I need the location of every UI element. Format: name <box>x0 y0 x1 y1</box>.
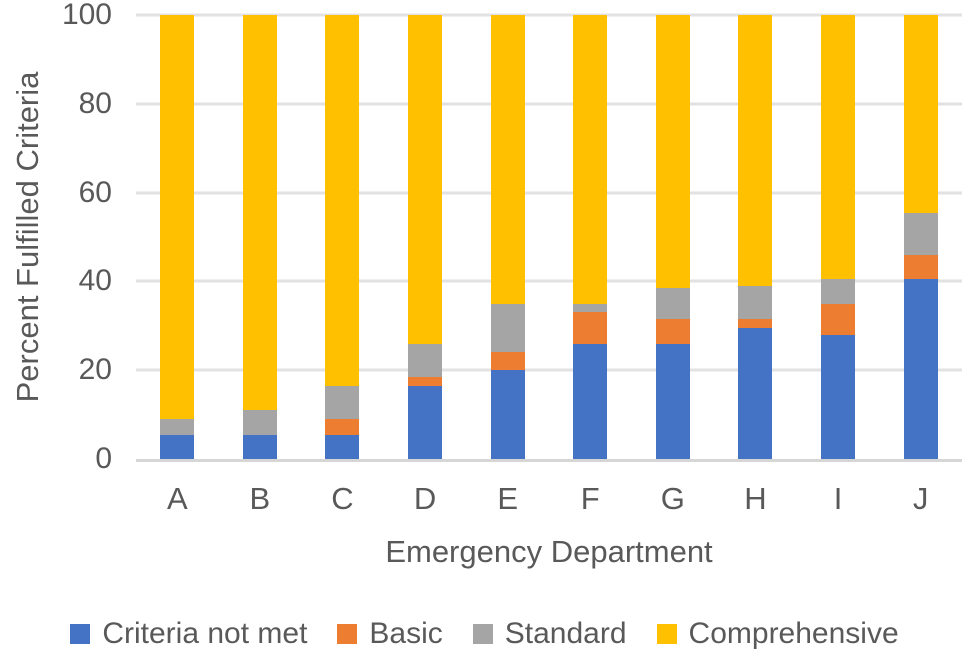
bar-slot-G <box>632 15 715 459</box>
bar-segment-E-standard <box>490 303 525 353</box>
gridline <box>136 191 962 195</box>
y-axis-ticks: 0 20 40 60 80 100 <box>40 0 112 474</box>
bar-segment-F-comprehensive <box>573 15 608 304</box>
bar-segment-J-basic <box>903 254 938 280</box>
legend-swatch-icon <box>656 624 677 644</box>
gridline <box>136 13 962 17</box>
x-tick-label-E: E <box>497 481 519 516</box>
bar-segment-F-criteria-not-met <box>573 343 608 459</box>
legend-label: Standard <box>504 617 627 650</box>
bar-segment-D-criteria-not-met <box>408 385 443 459</box>
legend-swatch-icon <box>70 624 91 644</box>
bar-slot-J <box>879 15 962 459</box>
legend-label: Basic <box>369 617 443 650</box>
bar-I <box>821 15 856 459</box>
x-tick-label-I: I <box>833 481 843 516</box>
x-tick-label-F: F <box>580 481 600 516</box>
x-tick-label-B: B <box>249 481 271 516</box>
bar-segment-G-basic <box>655 319 690 344</box>
x-axis-ticks: A B C D E F G H I J <box>136 481 962 523</box>
bar-segment-H-standard <box>738 285 773 320</box>
bar-segment-F-basic <box>573 312 608 344</box>
legend-swatch-icon <box>472 624 493 644</box>
x-tick-label-G: G <box>660 481 685 516</box>
gridline <box>136 102 962 106</box>
bar-segment-C-basic <box>325 419 360 435</box>
x-tick-label-D: D <box>413 481 437 516</box>
bar-segment-C-comprehensive <box>325 15 360 386</box>
bar-C <box>325 15 360 459</box>
x-tick-label-J: J <box>912 481 929 516</box>
bar-segment-B-comprehensive <box>242 15 277 411</box>
bars-container <box>136 15 962 459</box>
bar-E <box>490 15 525 459</box>
y-tick-label: 0 <box>95 442 112 475</box>
bar-D <box>408 15 443 459</box>
bar-segment-B-standard <box>242 410 277 435</box>
y-tick-label: 100 <box>61 0 112 31</box>
bar-F <box>573 15 608 459</box>
bar-J <box>903 15 938 459</box>
gridline <box>136 279 962 283</box>
bar-segment-G-standard <box>655 288 690 320</box>
y-tick-label: 40 <box>78 264 112 298</box>
bar-segment-H-comprehensive <box>738 15 773 286</box>
x-tick-label-H: H <box>744 481 767 516</box>
y-tick-label: 60 <box>78 175 112 209</box>
bar-segment-J-criteria-not-met <box>903 279 938 459</box>
bar-segment-I-standard <box>821 279 856 304</box>
bar-segment-A-criteria-not-met <box>160 434 195 459</box>
plot-area <box>136 13 962 462</box>
bar-slot-D <box>384 15 467 459</box>
y-tick-label: 20 <box>78 353 112 387</box>
bar-slot-A <box>136 15 219 459</box>
bar-segment-D-basic <box>408 376 443 386</box>
bar-G <box>655 15 690 459</box>
bar-segment-J-standard <box>903 212 938 255</box>
bar-slot-F <box>549 15 632 459</box>
bar-segment-D-standard <box>408 343 443 377</box>
bar-segment-A-standard <box>160 419 195 435</box>
x-tick-label-C: C <box>331 481 354 516</box>
legend-item-basic: Basic <box>337 617 443 651</box>
x-axis-title: Emergency Department <box>385 534 713 569</box>
bar-segment-I-comprehensive <box>821 15 856 280</box>
bar-segment-F-standard <box>573 303 608 313</box>
bar-segment-C-standard <box>325 385 360 420</box>
bar-segment-E-criteria-not-met <box>490 370 525 459</box>
bar-segment-A-comprehensive <box>160 15 195 420</box>
legend-item-comprehensive: Comprehensive <box>656 617 899 651</box>
bar-segment-H-basic <box>738 319 773 329</box>
legend-item-criteria-not-met: Criteria not met <box>70 617 307 651</box>
bar-segment-G-comprehensive <box>655 15 690 289</box>
legend-swatch-icon <box>337 624 358 644</box>
y-tick-label: 80 <box>78 86 112 120</box>
bar-slot-H <box>714 15 797 459</box>
bar-segment-C-criteria-not-met <box>325 434 360 459</box>
bar-A <box>160 15 195 459</box>
bar-segment-I-basic <box>821 303 856 335</box>
bar-slot-E <box>466 15 549 459</box>
bar-segment-G-criteria-not-met <box>655 343 690 459</box>
bar-segment-E-comprehensive <box>490 15 525 304</box>
bar-B <box>242 15 277 459</box>
bar-H <box>738 15 773 459</box>
legend-label: Comprehensive <box>688 617 899 650</box>
bar-segment-H-criteria-not-met <box>738 328 773 459</box>
gridline <box>136 368 962 372</box>
bar-slot-I <box>797 15 880 459</box>
legend-item-standard: Standard <box>472 617 627 651</box>
bar-segment-J-comprehensive <box>903 15 938 213</box>
bar-slot-C <box>301 15 384 459</box>
x-tick-label-A: A <box>166 481 188 516</box>
bar-segment-B-criteria-not-met <box>242 434 277 459</box>
legend-label: Criteria not met <box>102 617 308 650</box>
bar-slot-B <box>219 15 302 459</box>
bar-segment-E-basic <box>490 352 525 371</box>
legend: Criteria not met Basic Standard Comprehensi… <box>0 612 969 656</box>
bar-segment-D-comprehensive <box>408 15 443 344</box>
bar-segment-I-criteria-not-met <box>821 334 856 459</box>
